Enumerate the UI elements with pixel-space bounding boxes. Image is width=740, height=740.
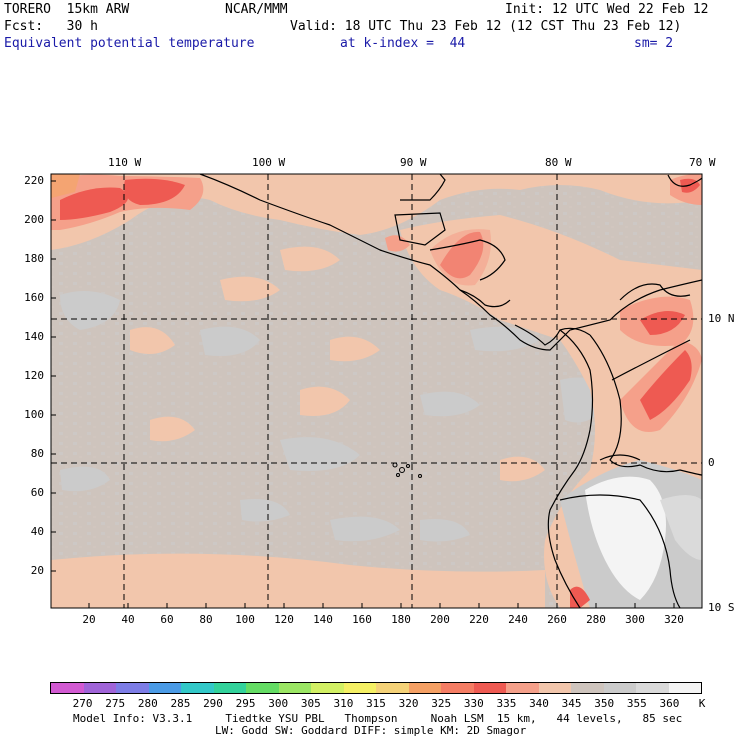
colorbar-label: 315	[366, 697, 386, 710]
x-label: 280	[586, 613, 606, 626]
galapagos-islands	[392, 462, 422, 478]
colorbar-swatch	[441, 683, 474, 693]
colorbar-label: 355	[626, 697, 647, 710]
smoothing-info: sm= 2	[634, 36, 674, 51]
colorbar-label: 340	[529, 697, 549, 710]
y-label: 180	[24, 252, 44, 265]
colorbar-swatch	[473, 683, 506, 693]
x-label: 80	[199, 613, 213, 626]
x-label: 260	[547, 613, 567, 626]
colorbar-label: 320	[398, 697, 419, 710]
colorbar-label: 270	[72, 697, 93, 710]
y-label: 100	[24, 408, 44, 421]
level-info: at k-index = 44	[340, 36, 466, 51]
colorbar-swatch	[376, 683, 409, 693]
colorbar-swatch	[51, 683, 84, 693]
colorbar	[50, 682, 702, 694]
colorbar-swatch	[506, 683, 539, 693]
y-label: 160	[24, 291, 44, 304]
colorbar-swatch	[668, 683, 701, 693]
y-label: 80	[30, 447, 44, 460]
colorbar-label: 310	[333, 697, 354, 710]
x-label: 220	[469, 613, 489, 626]
x-label: 60	[160, 613, 174, 626]
forecast-hour: Fcst: 30 h	[4, 19, 98, 34]
colorbar-label: 285	[170, 697, 191, 710]
x-label: 40	[121, 613, 135, 626]
lat-label-10s: 10 S	[708, 601, 735, 614]
model-info: Model Info: V3.3.1 Tiedtke YSU PBL Thomp…	[73, 712, 683, 725]
colorbar-swatch	[83, 683, 116, 693]
x-label: 240	[508, 613, 528, 626]
x-label: 120	[274, 613, 294, 626]
physics-info: LW: Godd SW: Goddard DIFF: simple KM: 2D…	[215, 724, 527, 737]
y-label: 120	[24, 369, 44, 382]
y-label: 200	[24, 213, 44, 226]
x-label: 140	[313, 613, 333, 626]
y-label: 60	[30, 486, 44, 499]
x-label: 160	[352, 613, 372, 626]
lon-label-100w: 100 W	[252, 156, 286, 169]
x-label: 300	[625, 613, 645, 626]
colorbar-label: 345	[561, 697, 582, 710]
lon-label-80w: 80 W	[545, 156, 572, 169]
colorbar-swatch	[571, 683, 604, 693]
colorbar-label: 300	[268, 697, 289, 710]
x-label: 20	[82, 613, 96, 626]
x-label: 100	[235, 613, 255, 626]
field-name: Equivalent potential temperature	[4, 36, 255, 51]
x-label: 320	[664, 613, 684, 626]
colorbar-label: 290	[203, 697, 223, 710]
colorbar-swatch	[538, 683, 571, 693]
colorbar-label: 275	[105, 697, 126, 710]
colorbar-label: 360	[659, 697, 680, 710]
y-label: 20	[30, 564, 44, 577]
lon-label-70w: 70 W	[689, 156, 716, 169]
org-label: NCAR/MMM	[225, 2, 288, 17]
colorbar-swatch	[636, 683, 669, 693]
model-title: TORERO 15km ARW	[4, 2, 130, 17]
colorbar-label: K	[698, 697, 706, 710]
colorbar-label: 335	[496, 697, 517, 710]
axis-ticks	[51, 180, 675, 608]
colorbar-label: 330	[463, 697, 484, 710]
colorbar-label: 295	[235, 697, 256, 710]
colorbar-label: 305	[300, 697, 321, 710]
y-label: 220	[24, 174, 44, 187]
colorbar-swatch	[116, 683, 149, 693]
colorbar-label: 325	[431, 697, 452, 710]
warm-regions	[51, 174, 702, 608]
colorbar-swatch	[148, 683, 181, 693]
colorbar-swatch	[311, 683, 344, 693]
init-time: Init: 12 UTC Wed 22 Feb 12	[505, 2, 709, 17]
x-label: 200	[430, 613, 450, 626]
colorbar-swatch	[408, 683, 441, 693]
lon-label-90w: 90 W	[400, 156, 427, 169]
colorbar-swatch	[213, 683, 246, 693]
coastlines	[199, 174, 702, 608]
map-frame	[50, 173, 703, 609]
colorbar-swatch	[343, 683, 376, 693]
lon-label-110w: 110 W	[108, 156, 142, 169]
lat-label-10n: 10 N	[708, 312, 735, 325]
colorbar-label: 350	[594, 697, 615, 710]
colorbar-swatch	[246, 683, 279, 693]
colorbar-swatch	[278, 683, 311, 693]
y-label: 40	[30, 525, 44, 538]
lat-label-0: 0	[708, 456, 715, 469]
latlon-grid	[51, 174, 702, 608]
x-label: 180	[391, 613, 411, 626]
colorbar-label: 280	[137, 697, 158, 710]
colorbar-swatch	[181, 683, 214, 693]
y-label: 140	[24, 330, 44, 343]
colorbar-swatch	[603, 683, 636, 693]
valid-time: Valid: 18 UTC Thu 23 Feb 12 (12 CST Thu …	[290, 19, 682, 34]
